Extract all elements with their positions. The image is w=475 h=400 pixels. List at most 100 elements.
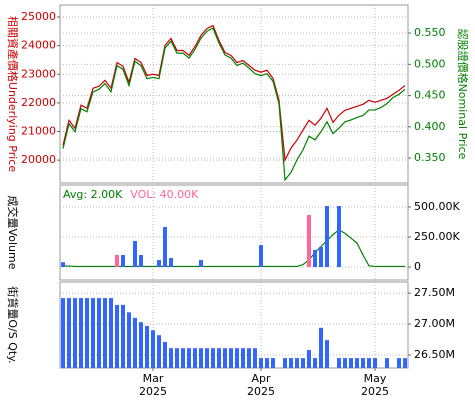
bar: [115, 255, 119, 268]
bar: [187, 348, 191, 368]
bar: [223, 348, 227, 368]
bar: [259, 245, 263, 268]
bar: [397, 358, 401, 368]
bar: [133, 240, 137, 268]
bar: [163, 342, 167, 368]
legend-label: VOL: 40.00K: [130, 188, 199, 201]
bar: [139, 322, 143, 368]
bar: [211, 348, 215, 368]
line: [62, 27, 406, 182]
y-tick-label: 20000: [21, 153, 56, 166]
bar: [367, 358, 371, 368]
bar: [61, 262, 65, 268]
bar: [157, 335, 161, 368]
bar: [301, 358, 305, 368]
y-tick-label: 22000: [21, 96, 56, 109]
bar: [73, 298, 77, 368]
bar: [193, 348, 197, 368]
bar: [313, 249, 317, 268]
bar: [307, 350, 311, 368]
bar: [241, 348, 245, 368]
y-tick-label: 0.400: [414, 120, 446, 133]
line: [62, 24, 406, 163]
bar: [319, 246, 323, 268]
y-axis-label: 相關資產價格Underlying Price: [6, 16, 20, 172]
bar: [385, 358, 389, 368]
bar: [325, 206, 329, 268]
bar: [361, 358, 365, 368]
x-tick-label: May 2025: [361, 372, 389, 398]
bar: [139, 255, 143, 268]
bar: [337, 358, 341, 368]
panel-frame: [59, 4, 409, 184]
y-tick-label: 26.50M: [414, 348, 455, 361]
bar: [67, 298, 71, 368]
bar: [403, 358, 407, 368]
y-tick-label: 0.350: [414, 151, 446, 164]
bar: [295, 358, 299, 368]
y-tick-label: 23000: [21, 67, 56, 80]
bar: [109, 298, 113, 368]
bar: [217, 348, 221, 368]
bar: [229, 348, 233, 368]
bar: [199, 260, 203, 268]
bar: [169, 348, 173, 368]
bar: [169, 258, 173, 268]
bar: [121, 304, 125, 368]
bar: [289, 358, 293, 368]
bar: [79, 298, 83, 368]
bar: [235, 348, 239, 368]
bar: [325, 340, 329, 368]
x-tick-label: Apr 2025: [247, 372, 275, 398]
bar: [157, 260, 161, 268]
bar: [355, 358, 359, 368]
bar: [199, 348, 203, 368]
line: [62, 229, 405, 268]
bar: [319, 327, 323, 368]
y-tick-label: 0.550: [414, 26, 446, 39]
bar: [115, 304, 119, 368]
bar: [259, 358, 263, 368]
y-tick-label: 0: [414, 260, 421, 273]
bar: [283, 358, 287, 368]
bar: [271, 358, 275, 368]
y-tick-label: 27.50M: [414, 286, 455, 299]
bar: [373, 358, 377, 368]
x-tick-label: Mar 2025: [139, 372, 167, 398]
bar: [127, 312, 131, 368]
bar: [253, 348, 257, 368]
y-tick-label: 0.500: [414, 57, 446, 70]
y2-axis-label: 認股證價格Nominal Price: [456, 29, 470, 160]
y-tick-label: 21000: [21, 124, 56, 137]
bar: [103, 298, 107, 368]
bar: [97, 298, 101, 368]
y-tick-label: 250.00K: [414, 230, 460, 243]
bar: [307, 215, 311, 268]
bar: [151, 330, 155, 368]
bar: [91, 298, 95, 368]
bar: [349, 358, 353, 368]
bar: [163, 227, 167, 268]
y-tick-label: 500.00K: [414, 200, 460, 213]
y-tick-label: 0.450: [414, 89, 446, 102]
bar: [175, 348, 179, 368]
bar: [337, 206, 341, 268]
bar: [145, 325, 149, 368]
y-axis-label: 成交量Volume: [6, 196, 20, 270]
bar: [181, 348, 185, 368]
bar: [247, 348, 251, 368]
bar: [121, 255, 125, 268]
bar: [343, 358, 347, 368]
y-tick-label: 24000: [21, 39, 56, 52]
bar: [265, 358, 269, 368]
bar: [313, 358, 317, 368]
bar: [133, 317, 137, 368]
y-tick-label: 27.00M: [414, 317, 455, 330]
bar: [61, 298, 65, 368]
y-axis-label: 街貨量O/S Qty.: [6, 286, 20, 363]
legend-label: Avg: 2.00K: [63, 188, 123, 201]
bar: [205, 348, 209, 368]
bar: [85, 298, 89, 368]
